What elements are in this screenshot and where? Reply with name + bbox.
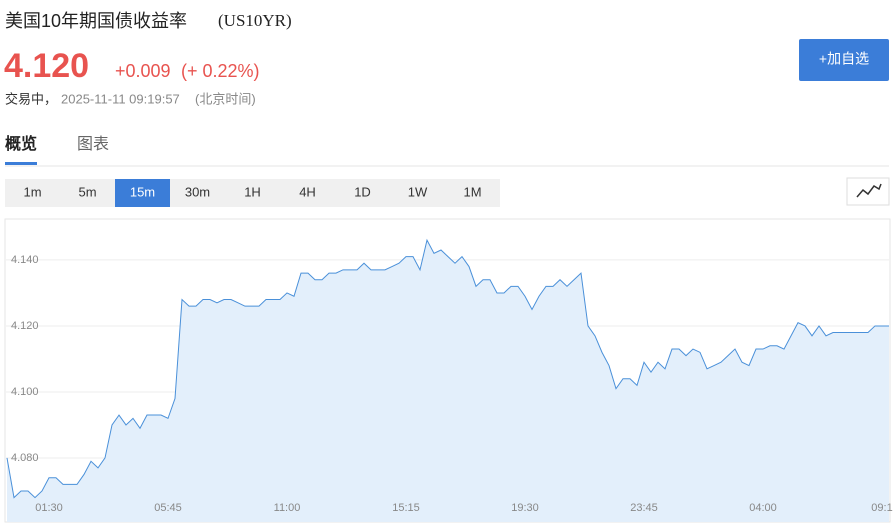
add-button-label[interactable]: +加自选 <box>819 51 869 67</box>
area-fill <box>7 240 889 522</box>
timezone: (北京时间) <box>195 91 256 106</box>
price-line <box>6 238 889 499</box>
change-pct: (+ 0.22%) <box>181 61 260 81</box>
title: 美国10年期国债收益率 <box>5 11 187 31</box>
interval[interactable]: 1H <box>244 184 261 199</box>
interval[interactable]: 1M <box>463 184 481 199</box>
status: 交易中， <box>5 91 57 106</box>
interval-active[interactable] <box>115 179 170 207</box>
interval-bar <box>5 179 500 207</box>
tab-underline <box>5 162 37 165</box>
add-button[interactable]: +加自选 <box>799 39 889 81</box>
x-tick-label: 19:30 <box>511 502 539 514</box>
y-tick-label: 4.120 <box>11 320 39 332</box>
interval[interactable]: 1m <box>23 184 41 199</box>
interval[interactable]: 15m <box>130 184 155 199</box>
chart-style-button[interactable] <box>846 177 890 206</box>
price: 4.120 <box>4 47 89 85</box>
y-tick-label: 4.140 <box>11 254 39 266</box>
interval[interactable]: 4H <box>299 184 316 199</box>
change: +0.009 <box>115 61 171 81</box>
x-tick-label: 05:45 <box>154 502 182 514</box>
intervals: 1m 5m 15m 30m 1H 4H 1D 1W 1M <box>23 179 482 207</box>
interval[interactable]: 5m <box>78 184 96 199</box>
chart: 4.080 4.100 4.120 4.140 01:30 05:45 11:00 15:15… <box>6 238 893 522</box>
y-tick-label: 4.080 <box>11 452 39 464</box>
x-tick-label: 09:1 <box>871 502 892 514</box>
x-tick-label: 04:00 <box>749 502 777 514</box>
y-tick-label: 4.100 <box>11 386 39 398</box>
interval[interactable]: 1D <box>354 184 371 199</box>
x-tick-label: 15:15 <box>392 502 420 514</box>
tab[interactable]: 概览 <box>5 134 37 153</box>
chart-style-icon[interactable] <box>856 183 882 198</box>
symbol: (US10YR) <box>218 11 292 30</box>
interval[interactable]: 1W <box>408 184 428 199</box>
x-tick-label: 11:00 <box>274 502 301 514</box>
x-tick-label: 01:30 <box>35 502 63 514</box>
x-tick-label: 23:45 <box>630 502 658 514</box>
tab[interactable]: 图表 <box>77 135 109 153</box>
add-button-bg[interactable] <box>799 39 889 81</box>
interval[interactable]: 30m <box>185 184 210 199</box>
chart-style-bg[interactable] <box>846 177 890 206</box>
timestamp: 2025-11-11 09:19:57 <box>61 91 180 106</box>
tabs: 概览 图表 <box>5 134 109 165</box>
